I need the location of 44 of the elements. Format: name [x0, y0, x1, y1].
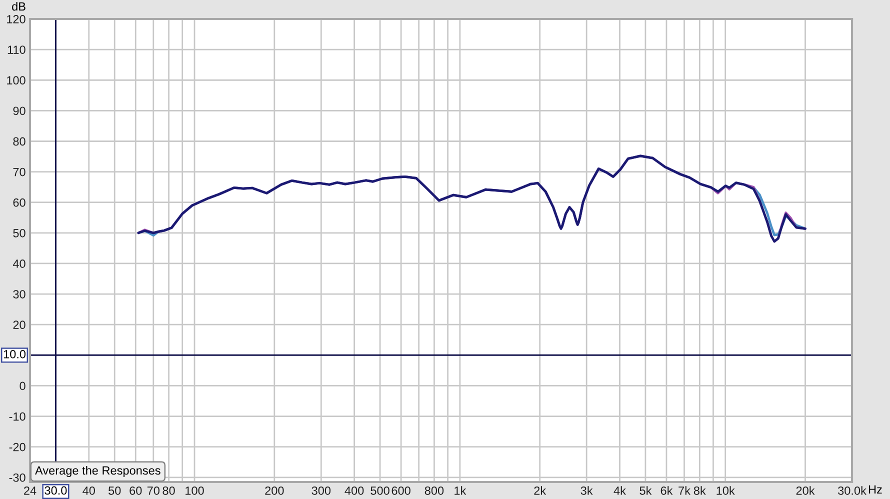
y-tick-label: 110 [8, 46, 26, 54]
y-tick-label: 20 [13, 320, 26, 330]
x-tick-label: 800 [424, 486, 444, 495]
x-tick-label: 70 [147, 486, 160, 495]
y-tick-label: 70 [13, 168, 26, 176]
x-tick-label: 6k [660, 486, 673, 495]
y-tick-label: 90 [13, 106, 26, 116]
y-tick-label: 60 [13, 198, 26, 207]
x-tick-label: 200 [265, 486, 284, 495]
y-tick-label: 40 [12, 260, 26, 268]
y-tick-label: 0 [20, 382, 26, 390]
y-tick-label: -10 [9, 412, 26, 421]
x-tick-label: 5k [640, 486, 652, 495]
x-tick-label: 8k [694, 486, 706, 495]
x-tick-label: 7k [678, 486, 690, 495]
y-tick-label: 30 [13, 290, 26, 298]
ref-line-label: 30.0 [44, 486, 67, 495]
x-tick-label: 4k [614, 486, 626, 495]
x-tick-label: 500 [370, 486, 390, 495]
x-tick-label: 10k [716, 486, 735, 495]
x-tick-label: 30.0k [838, 486, 866, 495]
x-tick-label: 2k [534, 486, 546, 495]
x-tick-label: 50 [108, 486, 121, 495]
y-tick-label: 120 [7, 15, 26, 24]
x-tick-label: 600 [392, 486, 410, 495]
y-tick-label: 50 [13, 228, 26, 238]
y-tick-label: 80 [13, 137, 26, 146]
ref-line-label: 10.0 [4, 350, 26, 358]
y-tick-label: 100 [7, 76, 26, 85]
x-tick-label: 100 [186, 486, 204, 495]
x-tick-label: 60 [130, 486, 142, 495]
x-tick-label: 24 [24, 486, 36, 495]
x-tick-label: 400 [344, 486, 364, 495]
y-tick-label: -20 [9, 442, 26, 452]
y-tick-label: -30 [9, 473, 26, 482]
annotation: Average the Responses [35, 466, 160, 477]
x-tick-label: 40 [82, 486, 95, 495]
x-tick-label: 300 [312, 486, 331, 495]
x-tick-label: 80 [162, 486, 175, 495]
x-tick-label: 1k [454, 486, 466, 495]
x-axis-title: Hz [868, 485, 882, 494]
x-tick-label: 3k [580, 486, 593, 495]
y-axis-title: dB [12, 2, 26, 11]
x-tick-label: 20k [796, 486, 815, 495]
